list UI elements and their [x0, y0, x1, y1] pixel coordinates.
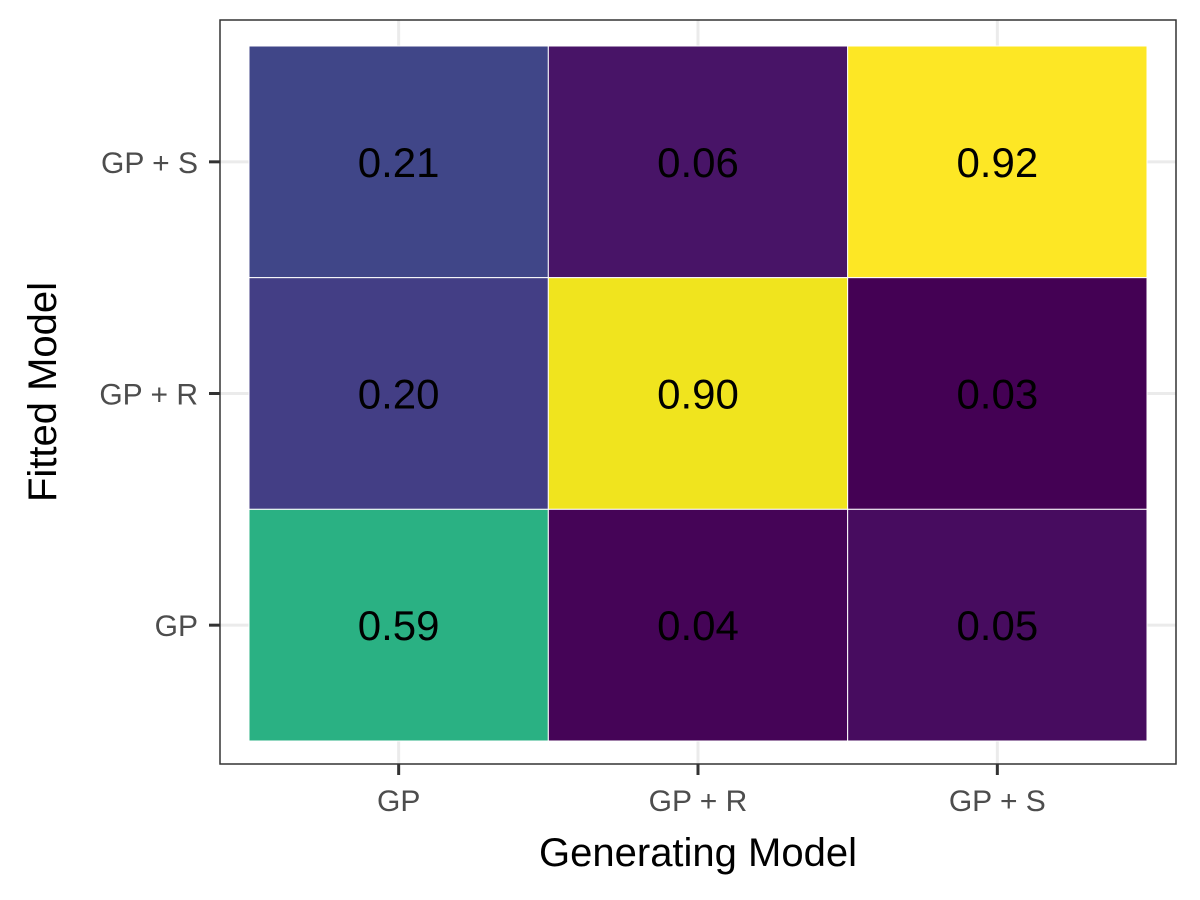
cell-value-label: 0.90 — [657, 371, 739, 418]
heatmap-cells — [248, 45, 1148, 742]
x-axis: GP GP + R GP + S — [377, 764, 1046, 818]
y-axis: GP GP + R GP + S — [99, 147, 220, 643]
cell-value-label: 0.59 — [358, 602, 440, 649]
cell-value-label: 0.20 — [358, 371, 440, 418]
x-tick-label: GP — [377, 785, 420, 818]
y-tick-label: GP — [155, 610, 198, 643]
y-axis-title: Fitted Model — [21, 282, 65, 502]
cell-value-label: 0.03 — [956, 371, 1038, 418]
heatmap-cell — [847, 45, 1148, 279]
y-tick-label: GP + S — [101, 147, 198, 180]
x-axis-title: Generating Model — [539, 831, 857, 875]
cell-value-label: 0.05 — [956, 602, 1038, 649]
x-tick-label: GP + S — [949, 785, 1046, 818]
heatmap-cell — [847, 508, 1148, 742]
cell-value-label: 0.21 — [358, 139, 440, 186]
heatmap-cell — [547, 508, 849, 742]
cell-labels: 0.21 0.06 0.92 0.20 0.90 0.03 0.59 0.04 0.05 — [358, 139, 1038, 649]
cell-value-label: 0.92 — [956, 139, 1038, 186]
x-tick-label: GP + R — [649, 785, 748, 818]
heatmap-cell — [248, 277, 549, 510]
cell-value-label: 0.04 — [657, 602, 739, 649]
heatmap-cell — [847, 277, 1148, 510]
cell-value-label: 0.06 — [657, 139, 739, 186]
y-tick-label: GP + R — [99, 379, 198, 412]
heatmap-cell — [248, 508, 549, 742]
heatmap-cell — [547, 277, 849, 510]
heatmap-cell — [248, 45, 549, 279]
